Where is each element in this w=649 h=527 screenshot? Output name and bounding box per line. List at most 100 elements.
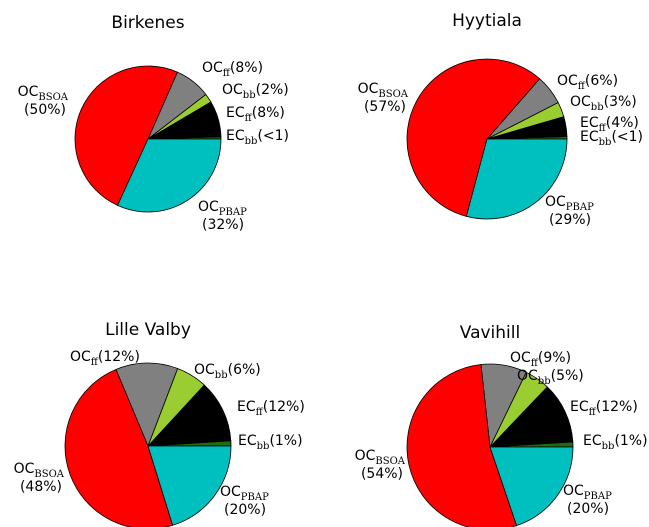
slice-label: OCbb(5%) — [517, 368, 584, 387]
slice-label: OCbb(6%) — [194, 362, 261, 381]
value-label: (1%) — [614, 433, 647, 449]
value-label: (3%) — [604, 94, 637, 110]
value-label: (6%) — [228, 362, 261, 378]
category-subscript: BSOA — [375, 456, 405, 467]
pie-slice — [64, 368, 174, 527]
category-subscript: ff — [589, 407, 597, 418]
value-label: (5%) — [551, 368, 584, 384]
value-label: (54%) — [361, 466, 403, 482]
slice-label: OCff(8%) — [202, 60, 263, 79]
slice-label: ECff(4%) — [580, 115, 639, 134]
chart-title: Birkenes — [111, 13, 184, 33]
category-name: OC — [198, 199, 219, 215]
category-name: OC — [355, 448, 376, 464]
category-subscript: bb — [245, 136, 258, 147]
slice-label: ECff(8%) — [226, 105, 285, 124]
slice-label: ECbb(<1) — [580, 129, 643, 148]
category-subscript: PBAP — [566, 202, 594, 213]
slice-label: OCBSOA (48%) — [14, 461, 65, 495]
category-subscript: BSOA — [34, 469, 64, 480]
category-subscript: bb — [257, 441, 270, 452]
category-name: EC — [580, 129, 599, 145]
category-name: OC — [510, 350, 531, 366]
value-label: (29%) — [549, 212, 591, 228]
value-label: (20%) — [224, 502, 266, 518]
value-label: (50%) — [24, 102, 66, 118]
chart-title: Vavihill — [460, 323, 520, 343]
category-subscript: ff — [223, 68, 231, 79]
slice-label: OCff(12%) — [70, 349, 140, 368]
category-name: OC — [563, 483, 584, 499]
slice-label: OCff(6%) — [557, 73, 618, 92]
category-subscript: ff — [599, 123, 607, 134]
value-label: (12%) — [98, 349, 140, 365]
category-name: EC — [238, 433, 257, 449]
category-name: OC — [222, 82, 243, 98]
category-name: OC — [557, 73, 578, 89]
category-name: EC — [580, 115, 599, 131]
category-subscript: bb — [243, 90, 256, 101]
value-label: (4%) — [606, 115, 639, 131]
category-name: OC — [220, 484, 241, 500]
value-label: (20%) — [567, 501, 609, 517]
slice-label: OCPBAP (20%) — [563, 483, 612, 517]
value-label: (2%) — [256, 82, 289, 98]
category-subscript: bb — [599, 137, 612, 148]
category-subscript: BSOA — [378, 89, 408, 100]
value-label: (9%) — [538, 350, 571, 366]
category-subscript: ff — [91, 357, 99, 368]
slice-label: OCBSOA (50%) — [18, 84, 69, 118]
pie-slice — [74, 65, 178, 206]
category-subscript: bb — [215, 370, 228, 381]
category-name: EC — [226, 128, 245, 144]
slice-label: ECbb(1%) — [583, 433, 648, 452]
value-label: (8%) — [252, 105, 285, 121]
category-subscript: PBAP — [584, 491, 612, 502]
category-name: EC — [237, 399, 256, 415]
category-name: OC — [358, 81, 379, 97]
slice-label: OCbb(3%) — [570, 94, 637, 113]
value-label: (57%) — [364, 99, 406, 115]
category-name: OC — [18, 84, 39, 100]
category-subscript: bb — [602, 441, 615, 452]
category-subscript: ff — [256, 407, 264, 418]
category-subscript: ff — [245, 113, 253, 124]
value-label: (<1) — [257, 128, 289, 144]
value-label: (12%) — [596, 399, 638, 415]
pie-slice — [147, 384, 232, 447]
pie-slice — [147, 445, 232, 526]
pie-slice — [117, 138, 222, 213]
category-subscript: PBAP — [241, 492, 269, 503]
category-name: OC — [202, 60, 223, 76]
value-label: (32%) — [202, 217, 244, 233]
value-label: (12%) — [263, 399, 305, 415]
category-name: OC — [517, 368, 538, 384]
category-name: OC — [545, 194, 566, 210]
category-name: OC — [70, 349, 91, 365]
category-name: OC — [14, 461, 35, 477]
pie-slice — [489, 446, 574, 527]
category-subscript: bb — [591, 102, 604, 113]
category-subscript: PBAP — [219, 207, 247, 218]
slice-label: OCBSOA (57%) — [358, 81, 409, 115]
slice-label: ECff(12%) — [237, 399, 305, 418]
category-subscript: ff — [578, 81, 586, 92]
chart-title: Lille Valby — [105, 320, 191, 340]
value-label: (1%) — [269, 433, 302, 449]
category-name: EC — [570, 399, 589, 415]
slice-label: OCPBAP (20%) — [220, 484, 269, 518]
pie-slice — [406, 364, 518, 527]
category-name: OC — [570, 94, 591, 110]
pie-slice — [115, 362, 179, 448]
pie-slice — [406, 58, 541, 217]
slice-label: OCff(9%) — [510, 350, 571, 369]
chart-title: Hyytiala — [452, 11, 522, 31]
value-label: (<1) — [611, 129, 643, 145]
slice-label: OCPBAP (32%) — [198, 199, 247, 233]
category-subscript: bb — [538, 376, 551, 387]
value-label: (8%) — [230, 60, 263, 76]
pie-slice — [465, 138, 568, 220]
slice-label: OCbb(2%) — [222, 82, 289, 101]
